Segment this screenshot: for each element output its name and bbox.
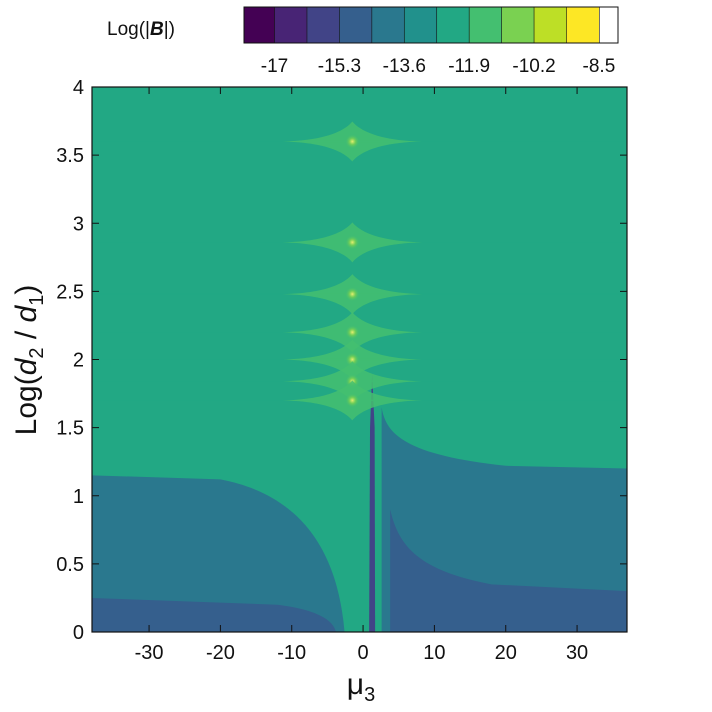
x-tick-label: 0 [358, 642, 369, 664]
colorbar-swatch [501, 6, 535, 44]
heatmap-region-bottom-right [390, 509, 627, 632]
resonance-hotspot [345, 235, 360, 250]
colorbar-tick-label: -10.2 [512, 56, 555, 77]
x-tick-label: -20 [206, 642, 235, 664]
colorbar-frame [243, 6, 619, 44]
colorbar-swatch [468, 6, 503, 44]
colorbar-tick-label: -15.3 [318, 56, 361, 77]
colorbar-swatch [243, 6, 276, 44]
colorbar-swatch [566, 6, 600, 44]
x-tick-label: 30 [566, 642, 588, 664]
colorbar-ticks: -17 -15.3 -13.6 -11.9 -10.2 -8.5 [261, 56, 615, 77]
colorbar-swatch [533, 6, 568, 44]
resonance-hotspot [345, 287, 360, 302]
colorbar-swatch [274, 6, 308, 44]
heatmap-region-lower-left [92, 475, 345, 632]
colorbar-tick-label: -13.6 [383, 56, 426, 77]
x-tick-label: 20 [495, 642, 517, 664]
y-tick-label: 0.5 [56, 554, 84, 576]
y-axis-title: Log(d2 / d1) [10, 285, 48, 436]
y-tick-label: 2.5 [56, 281, 84, 303]
colorbar-swatches [243, 6, 600, 44]
colorbar-swatch [436, 6, 470, 44]
colorbar-swatch [339, 6, 373, 44]
resonance-hotspot [345, 325, 360, 340]
x-tick-label: 10 [423, 642, 445, 664]
heatmap-region-dark-streak [369, 373, 376, 632]
y-tick-label: 1 [73, 486, 84, 508]
colorbar: Log(|B|) -17 -15.3 -13.6 -11.9 -10.2 -8.5 [107, 6, 619, 77]
colorbar-swatch [306, 6, 341, 44]
colorbar-swatch [371, 6, 405, 44]
y-axis: 0 0.5 1 1.5 2 2.5 3 3.5 4 [56, 77, 627, 644]
x-tick-label: -30 [135, 642, 164, 664]
resonance-hotspot [345, 393, 360, 408]
x-axis-title: μ3 [347, 668, 375, 706]
colorbar-tick-label: -8.5 [583, 56, 616, 77]
colorbar-tick-label: -11.9 [448, 56, 490, 77]
resonance-hotspot [345, 134, 360, 149]
heatmap-resonances [92, 121, 627, 421]
x-tick-label: -10 [277, 642, 306, 664]
y-tick-label: 1.5 [56, 418, 84, 440]
colorbar-title: Log(|B|) [107, 19, 175, 40]
colorbar-swatch [403, 6, 438, 44]
y-tick-label: 0 [73, 622, 84, 644]
heatmap-region-bottom-left [92, 597, 336, 632]
y-tick-label: 3 [73, 213, 84, 235]
y-tick-label: 4 [73, 77, 84, 99]
x-axis: -30 -20 -10 0 10 20 30 [135, 87, 588, 664]
colorbar-tick-label: -17 [261, 56, 288, 77]
y-tick-label: 3.5 [56, 145, 84, 167]
y-tick-label: 2 [73, 350, 84, 372]
heatmap-plot [92, 87, 627, 632]
resonance-hotspot [345, 352, 360, 367]
